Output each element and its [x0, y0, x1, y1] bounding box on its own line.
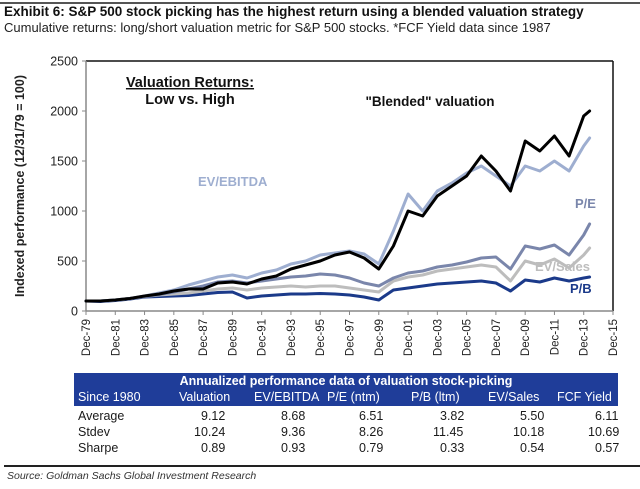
table-cell: 0.54: [520, 441, 545, 455]
series-line-ev-sales: [84, 246, 592, 303]
chart-title: Valuation Returns:: [126, 75, 254, 91]
y-tick-label: 1000: [50, 205, 78, 219]
column-header: EV/EBITDA: [254, 390, 320, 404]
performance-chart: 0 500 1000 1500 2000 2500 Indexed performance …: [13, 55, 620, 357]
table-column-headers: Since 1980 Valuation EV/EBITDA P/E (ntm)…: [74, 390, 618, 405]
x-tick-label: Dec-85: [169, 319, 181, 356]
series-label-p-b: P/B: [570, 281, 592, 296]
x-tick-label: Dec-11: [549, 319, 561, 355]
exhibit-subtitle: Cumulative returns: long/short valuation…: [4, 20, 551, 35]
y-tick-label: 2500: [50, 55, 78, 69]
y-tick-label: 1500: [50, 155, 78, 169]
series-label-ev-ebitda: EV/EBITDA: [198, 174, 268, 189]
x-tick-label: Dec-89: [227, 319, 239, 356]
table-row: Average 9.12 8.68 6.51 3.82 5.50 6.11: [74, 409, 618, 424]
x-tick-label: Dec-13: [579, 319, 591, 356]
row-label: Average: [78, 409, 125, 423]
column-header: FCF Yield: [557, 390, 612, 404]
table-cell: 10.69: [588, 425, 620, 439]
source-note: Source: Goldman Sachs Global Investment …: [7, 470, 257, 482]
x-tick-label: Dec-97: [345, 319, 357, 356]
x-tick-label: Dec-93: [286, 319, 298, 356]
x-tick-label: Dec-87: [198, 319, 210, 356]
series-line-blended-valuation: [84, 109, 592, 303]
x-tick-label: Dec-05: [462, 319, 474, 356]
row-label: Sharpe: [78, 441, 119, 455]
column-header: P/E (ntm): [327, 390, 380, 404]
table-cell: 0.89: [201, 441, 226, 455]
table-caption: Annualized performance data of valuation…: [179, 374, 513, 388]
series-line-p-b: [84, 275, 592, 303]
x-tick-label: Dec-81: [110, 319, 122, 356]
y-tick-label: 0: [71, 305, 78, 319]
column-header: P/B (ltm): [411, 390, 460, 404]
column-header: EV/Sales: [488, 390, 540, 404]
column-header: Since 1980: [78, 390, 141, 404]
table-header: Annualized performance data of valuation…: [74, 373, 618, 406]
table-cell: 3.82: [440, 409, 465, 423]
table-cell: 5.50: [520, 409, 545, 423]
table-cell: 10.24: [194, 425, 226, 439]
x-tick-label: Dec-95: [315, 319, 327, 356]
table-cell: 9.12: [201, 409, 226, 423]
series-label-ev-sales: EV/Sales: [535, 259, 590, 274]
table-cell: 11.45: [433, 425, 464, 439]
table-cell: 10.18: [513, 425, 545, 439]
series-label-blended-valuation: "Blended" valuation: [365, 94, 494, 109]
table-cell: 0.57: [595, 441, 620, 455]
exhibit-title: Exhibit 6: S&P 500 stock picking has the…: [4, 4, 584, 19]
y-tick-label: 2000: [50, 105, 78, 119]
x-tick-label: Dec-07: [491, 319, 503, 356]
table-cell: 8.26: [359, 425, 384, 439]
bottom-rule: [4, 465, 640, 467]
y-tick-label: 500: [57, 255, 78, 269]
column-header: Valuation: [179, 390, 231, 404]
table-cell: 9.36: [281, 425, 306, 439]
table-cell: 6.11: [595, 409, 619, 423]
x-tick-label: Dec-91: [257, 319, 269, 356]
table-row: Sharpe 0.89 0.93 0.79 0.33 0.54 0.57: [74, 441, 620, 456]
table-cell: 6.51: [359, 409, 384, 423]
chart-title-line2: Low vs. High: [145, 92, 234, 108]
x-tick-label: Dec-01: [403, 319, 415, 356]
table-cell: 0.93: [281, 441, 306, 455]
table-cell: 0.79: [359, 441, 384, 455]
y-axis-title: Indexed performance (12/31/79 = 100): [13, 75, 27, 297]
row-label: Stdev: [78, 425, 110, 439]
x-tick-label: Dec-79: [81, 319, 93, 356]
x-tick-label: Dec-15: [608, 319, 620, 356]
x-tick-label: Dec-09: [520, 319, 532, 356]
series-label-p-e: P/E: [575, 196, 596, 211]
x-tick-label: Dec-03: [432, 319, 444, 356]
x-tick-label: Dec-99: [374, 319, 386, 356]
top-rule: [0, 2, 640, 4]
table-cell: 8.68: [281, 409, 306, 423]
x-tick-label: Dec-83: [140, 319, 152, 356]
table-row: Stdev 10.24 9.36 8.26 11.45 10.18 10.69: [74, 425, 620, 440]
table-cell: 0.33: [440, 441, 465, 455]
